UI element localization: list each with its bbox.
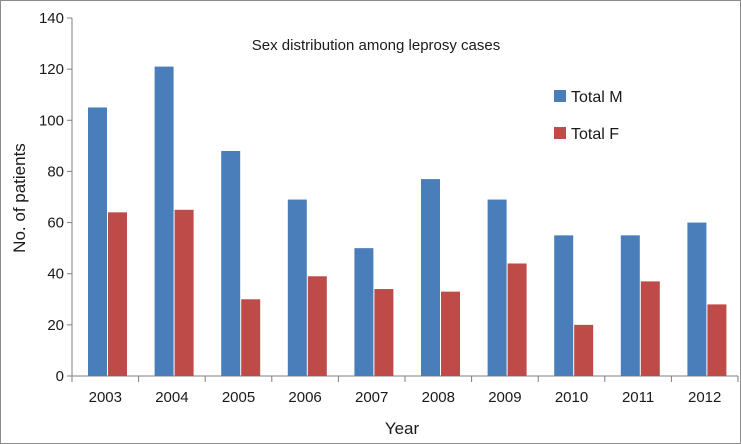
bar-male-2008	[421, 179, 440, 376]
legend-label-male: Total M	[571, 89, 623, 106]
labels-layer: 0 20 40 60 80 100 120 140 2003 2004 2005 2006 2007 20…	[39, 10, 721, 406]
bar-female-2009	[507, 263, 527, 376]
bar-female-2012	[707, 304, 727, 376]
bar-male-2010	[554, 235, 574, 376]
x-tick-label: 2004	[155, 389, 188, 406]
x-tick-label: 2007	[355, 389, 388, 406]
x-tick-label: 2012	[688, 389, 721, 406]
bar-male-2007	[354, 248, 374, 376]
bar-male-2004	[154, 66, 174, 376]
x-tick-label: 2005	[222, 389, 255, 406]
bar-female-2005	[241, 299, 261, 376]
x-tick-label: 2003	[89, 389, 122, 406]
y-tick-label: 40	[47, 266, 64, 283]
bar-male-2011	[620, 235, 640, 376]
bar-female-2004	[174, 209, 194, 376]
bar-female-2006	[307, 276, 327, 376]
x-tick-label: 2008	[422, 389, 455, 406]
bars-layer	[88, 66, 727, 376]
bar-female-2011	[640, 281, 660, 376]
x-tick-label: 2010	[555, 389, 588, 406]
legend-label-female: Total F	[571, 126, 619, 143]
legend-swatch-male	[554, 90, 566, 102]
bar-male-2003	[88, 107, 107, 376]
bar-male-2005	[221, 150, 241, 376]
y-tick-label: 140	[39, 10, 64, 27]
legend-swatch-female	[554, 127, 566, 139]
y-tick-label: 100	[39, 112, 64, 129]
legend: Total M Total F	[554, 89, 623, 143]
bar-male-2009	[487, 199, 507, 376]
bar-female-2008	[441, 291, 460, 376]
y-tick-label: 60	[47, 215, 64, 232]
y-axis-title: No. of patients	[10, 143, 29, 253]
bar-male-2006	[287, 199, 307, 376]
x-tick-label: 2006	[288, 389, 321, 406]
bar-female-2007	[374, 289, 394, 376]
bar-female-2003	[108, 212, 127, 376]
x-tick-label: 2011	[622, 389, 654, 406]
y-tick-label: 120	[39, 61, 64, 78]
bar-female-2010	[574, 324, 594, 376]
y-tick-label: 80	[47, 163, 64, 180]
y-tick-label: 0	[56, 368, 64, 385]
x-axis-title: Year	[385, 419, 420, 438]
bar-male-2012	[687, 222, 707, 376]
x-tick-label: 2009	[488, 389, 521, 406]
chart-title: Sex distribution among leprosy cases	[252, 37, 500, 54]
y-tick-label: 20	[47, 317, 64, 334]
